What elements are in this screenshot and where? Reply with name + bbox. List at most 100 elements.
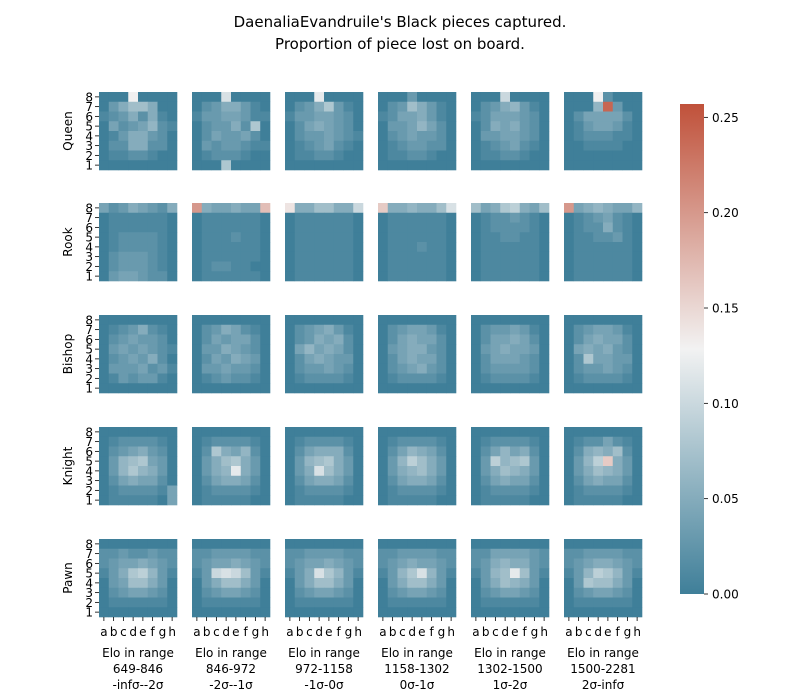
heatmap-cell <box>192 261 203 272</box>
heatmap-cell <box>583 568 594 579</box>
heatmap-cell <box>285 475 296 486</box>
heatmap-cell <box>157 334 168 345</box>
heatmap-cell <box>510 271 521 282</box>
heatmap-cell <box>240 140 251 151</box>
heatmap-cell <box>231 607 242 618</box>
heatmap-cell <box>147 111 158 122</box>
heatmap-cell <box>231 92 242 103</box>
heatmap-cell <box>573 456 584 467</box>
heatmap-cell <box>99 558 110 569</box>
heatmap-cell <box>108 212 119 223</box>
heatmap-cell <box>157 558 168 569</box>
heatmap-cell <box>612 150 623 161</box>
heatmap-cell <box>240 354 251 365</box>
heatmap-cell <box>426 315 437 326</box>
heatmap-cell <box>593 427 604 438</box>
heatmap-cell <box>583 548 594 559</box>
heatmap-cell <box>294 466 305 477</box>
heatmap-cell <box>603 607 614 618</box>
heatmap-cell <box>480 587 491 598</box>
heatmap-cell <box>118 344 129 355</box>
heatmap-cell <box>612 354 623 365</box>
heatmap-cell <box>285 140 296 151</box>
heatmap-cell <box>211 131 222 142</box>
heatmap-cell <box>622 373 633 384</box>
heatmap-cell <box>285 121 296 132</box>
heatmap-cell <box>294 222 305 233</box>
heatmap-cell <box>314 344 325 355</box>
heatmap-cell <box>99 456 110 467</box>
heatmap-cell <box>426 427 437 438</box>
heatmap-cell <box>108 271 119 282</box>
heatmap-cell <box>192 548 203 559</box>
heatmap-cell <box>529 558 540 569</box>
heatmap-cell <box>192 578 203 589</box>
heatmap-cell <box>304 111 315 122</box>
heatmap-cell <box>612 334 623 345</box>
heatmap-cell <box>147 539 158 550</box>
heatmap-cell <box>138 271 149 282</box>
heatmap-cell <box>510 587 521 598</box>
heatmap-cell <box>138 363 149 374</box>
heatmap-cell <box>333 261 344 272</box>
heatmap-cell <box>314 150 325 161</box>
heatmap-cell <box>564 160 575 171</box>
heatmap-cell <box>573 568 584 579</box>
heatmap-cell <box>324 578 335 589</box>
heatmap-cell <box>333 427 344 438</box>
heatmap-cell <box>490 101 501 112</box>
heatmap-cell <box>417 495 428 506</box>
heatmap-cell <box>622 495 633 506</box>
heatmap-cell <box>519 558 530 569</box>
heatmap-cell <box>192 121 203 132</box>
heatmap-cell <box>128 446 139 457</box>
heatmap-cell <box>128 607 139 618</box>
heatmap-cell <box>471 334 482 345</box>
heatmap-cell <box>407 587 418 598</box>
heatmap-cell <box>353 131 364 142</box>
heatmap-cell <box>260 315 271 326</box>
heatmap-cell <box>426 363 437 374</box>
heatmap-cell <box>510 121 521 132</box>
heatmap-cell <box>510 261 521 272</box>
file-tick-label: h <box>168 625 176 639</box>
file-tick-label: e <box>511 625 518 639</box>
heatmap-cell <box>333 242 344 253</box>
heatmap-cell <box>333 373 344 384</box>
heatmap-cell <box>612 101 623 112</box>
heatmap-cell <box>573 334 584 345</box>
heatmap-cell <box>353 324 364 335</box>
heatmap-cell <box>343 466 354 477</box>
heatmap-cell <box>157 354 168 365</box>
heatmap-cell <box>529 203 540 214</box>
heatmap-cell <box>564 427 575 438</box>
heatmap-cell <box>519 427 530 438</box>
heatmap-cell <box>138 578 149 589</box>
heatmap-cell <box>211 548 222 559</box>
heatmap-cell <box>211 324 222 335</box>
heatmap-cell <box>539 242 550 253</box>
heatmap-cell <box>138 101 149 112</box>
heatmap-cell <box>519 344 530 355</box>
heatmap-cell <box>167 101 178 112</box>
heatmap-cell <box>128 251 139 262</box>
heatmap-cell <box>240 456 251 467</box>
heatmap-cell <box>294 485 305 496</box>
heatmap-cell <box>573 354 584 365</box>
heatmap-cell <box>324 558 335 569</box>
heatmap-cell <box>138 121 149 132</box>
heatmap-cell <box>603 363 614 374</box>
heatmap-cell <box>211 140 222 151</box>
heatmap-cell <box>387 121 398 132</box>
heatmap-cell <box>304 232 315 243</box>
heatmap-cell <box>167 475 178 486</box>
heatmap-cell <box>138 456 149 467</box>
heatmap-cell <box>201 587 212 598</box>
file-tick-label: c <box>213 625 220 639</box>
heatmap-cell <box>167 548 178 559</box>
heatmap-cell <box>118 485 129 496</box>
heatmap-cell <box>480 242 491 253</box>
heatmap-cell <box>387 363 398 374</box>
heatmap-cell <box>417 92 428 103</box>
heatmap-cell <box>539 539 550 550</box>
